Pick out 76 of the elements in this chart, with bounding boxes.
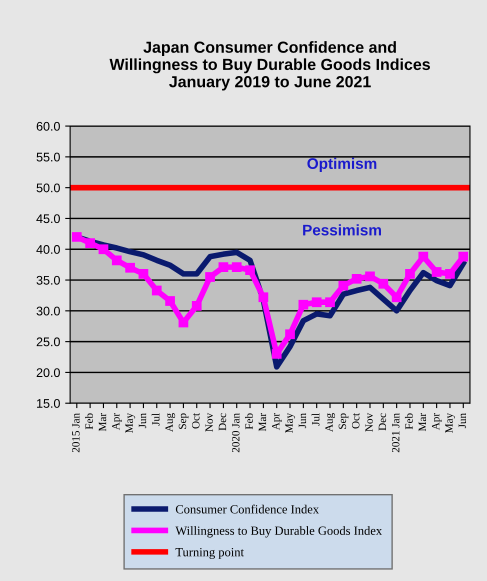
point: [232, 262, 242, 272]
x-tick-label: May: [285, 412, 296, 433]
point: [218, 262, 228, 272]
y-tick-label: 40.0: [36, 245, 60, 254]
point: [205, 272, 215, 282]
x-tick-label: Apr: [432, 413, 442, 430]
legend-label: Consumer Confidence Index: [176, 504, 319, 514]
x-tick-label: 2021 Jan: [392, 413, 400, 452]
point: [272, 349, 282, 359]
point: [178, 318, 188, 328]
point: [445, 269, 455, 279]
x-tick-label: 2020 Jan: [232, 413, 240, 452]
point: [285, 329, 295, 340]
annotation: Pessimism: [303, 224, 381, 236]
x-tick-label: Apr: [112, 413, 122, 430]
point: [165, 296, 175, 306]
x-tick-label: Jun: [298, 413, 306, 428]
point: [98, 244, 108, 254]
x-tick-label: Feb: [245, 413, 253, 430]
point: [85, 238, 95, 248]
x-tick-label: Oct: [192, 413, 200, 429]
point: [392, 292, 402, 302]
point: [378, 278, 388, 289]
point: [138, 269, 148, 279]
point: [192, 301, 202, 311]
y-tick-label: 20.0: [36, 368, 60, 378]
x-tick-label: Jun: [458, 413, 466, 428]
point: [405, 269, 415, 279]
x-tick-label: Aug: [325, 413, 336, 432]
x-tick-label: Apr: [272, 413, 282, 430]
x-tick-label: Nov: [365, 412, 373, 432]
point: [418, 252, 428, 262]
x-tick-label: Oct: [352, 413, 360, 429]
y-tick-label: 35.0: [36, 276, 60, 285]
x-tick-label: Aug: [165, 413, 176, 432]
x-tick-label: May: [125, 412, 136, 433]
x-tick-label: Mar: [258, 413, 266, 432]
point: [112, 255, 122, 266]
point: [338, 280, 348, 290]
x-tick-label: Sep: [178, 413, 188, 429]
point: [258, 292, 268, 302]
point: [152, 286, 162, 296]
annotation: Optimism: [307, 158, 376, 172]
x-tick-label: Jul: [152, 413, 160, 426]
y-tick-label: 55.0: [36, 152, 60, 162]
x-tick-label: Jul: [312, 413, 320, 426]
point: [125, 262, 135, 273]
legend-label: Willingness to Buy Durable Goods Index: [175, 526, 382, 538]
x-tick-label: Dec: [218, 413, 226, 431]
y-tick-label: 15.0: [37, 399, 60, 408]
y-tick-label: 50.0: [36, 183, 60, 192]
y-tick-label: 45.0: [36, 214, 60, 224]
x-tick-label: Jun: [138, 413, 146, 428]
y-tick-label: 25.0: [36, 337, 60, 346]
x-tick-label: Sep: [338, 413, 348, 429]
x-tick-label: Dec: [378, 413, 386, 431]
point: [352, 274, 362, 284]
point: [458, 252, 468, 262]
y-tick-label: 60.0: [36, 122, 60, 131]
x-tick-label: Nov: [205, 412, 213, 432]
x-tick-label: 2015 Jan: [72, 413, 80, 452]
x-tick-label: Feb: [404, 413, 413, 430]
x-tick-label: Mar: [418, 413, 426, 432]
point: [298, 300, 308, 310]
point: [432, 267, 442, 277]
point: [312, 297, 322, 308]
point: [325, 297, 335, 308]
legend-label: Turning point: [176, 548, 244, 559]
x-tick-label: May: [445, 412, 455, 433]
x-tick-label: Mar: [98, 413, 106, 432]
point: [365, 271, 375, 282]
x-tick-label: Feb: [85, 413, 93, 430]
point: [245, 265, 255, 276]
y-tick-label: 30.0: [36, 306, 60, 316]
point: [72, 232, 82, 242]
chart-title: Japan Consumer Confidence and Willingness to Buy Durable Goods Indices January 2019 to June 2021: [110, 41, 430, 90]
